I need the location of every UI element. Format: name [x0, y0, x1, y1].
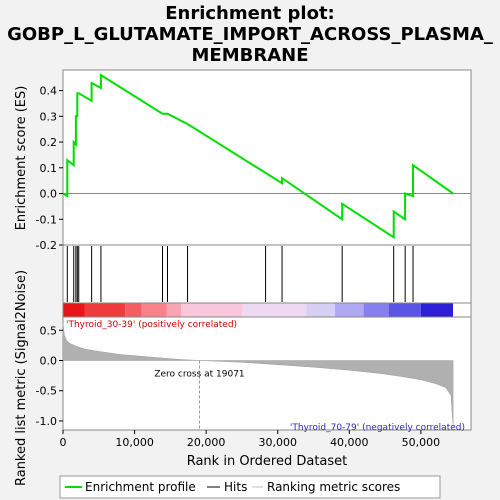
x-tick-label: 50,000 — [402, 436, 441, 449]
metric-y-tick-label: -0.5 — [36, 385, 57, 398]
chart-title-line-3: MEMBRANE — [192, 45, 309, 66]
heatmap-segment — [241, 303, 307, 317]
positive-correlation-label: 'Thyroid_30-39' (positively correlated) — [66, 320, 237, 330]
x-tick-label: 10,000 — [115, 436, 154, 449]
x-tick-label: 20,000 — [187, 436, 226, 449]
x-tick-label: 40,000 — [330, 436, 369, 449]
ranking-metric-area — [62, 322, 454, 428]
heatmap-segment — [306, 303, 335, 317]
metric-y-tick-label: -1.0 — [36, 415, 57, 428]
es-y-tick-label: -0.1 — [36, 213, 57, 226]
heatmap-segment — [125, 303, 142, 317]
zero-cross-label: Zero cross at 19071 — [154, 370, 244, 380]
heatmap-segment — [84, 303, 126, 317]
heatmap-segment — [388, 303, 421, 317]
legend-box — [59, 475, 441, 499]
es-y-tick-label: 0.3 — [40, 110, 58, 123]
es-y-tick-label: 0.0 — [40, 188, 58, 201]
heatmap-segment — [420, 303, 454, 317]
heatmap-tail — [453, 303, 471, 317]
es-panel — [62, 69, 472, 246]
heatmap-segment — [166, 303, 182, 317]
chart-title-line-2: GOBP_L_GLUTAMATE_IMPORT_ACROSS_PLASMA_ — [7, 24, 493, 45]
enrichment-profile-line — [62, 73, 454, 240]
heatmap-segment — [141, 303, 167, 317]
metric-y-tick-label: 0.0 — [40, 355, 58, 368]
negative-correlation-label: 'Thyroid_70-79' (negatively correlated) — [290, 423, 465, 433]
es-y-tick-label: -0.2 — [36, 239, 57, 252]
x-tick-label: 0 — [60, 436, 67, 449]
legend-enrichment-profile: Enrichment profile — [85, 480, 196, 494]
ranking-heatmap-bar — [62, 302, 472, 318]
x-axis-label: Rank in Ordered Dataset — [187, 454, 348, 469]
heatmap-segment — [181, 303, 242, 317]
x-tick-label: 30,000 — [258, 436, 297, 449]
metric-y-tick-label: 0.5 — [40, 324, 58, 337]
metric-y-axis-label: Ranked list metric (Signal2Noise) — [14, 270, 29, 486]
es-y-tick-label: 0.2 — [40, 136, 58, 149]
heatmap-segment — [63, 303, 85, 317]
heatmap-segment — [363, 303, 389, 317]
legend-hits: Hits — [224, 480, 247, 494]
legend-ranking-metric: Ranking metric scores — [267, 480, 400, 494]
hits-markers — [66, 246, 414, 302]
hits-panel — [62, 244, 472, 304]
chart-title-line-1: Enrichment plot: — [165, 3, 335, 24]
es-y-tick-label: 0.1 — [40, 162, 58, 175]
es-y-axis: -0.2 -0.1 0.0 0.1 0.2 0.3 0.4 — [36, 85, 63, 252]
x-axis: 0 10,000 20,000 30,000 40,000 50,000 — [60, 430, 441, 449]
heatmap-segment — [335, 303, 364, 317]
metric-y-axis: -1.0 -0.5 0.0 0.5 — [36, 324, 63, 428]
es-y-tick-label: 0.4 — [40, 85, 58, 98]
es-y-axis-label: Enrichment score (ES) — [14, 86, 29, 231]
